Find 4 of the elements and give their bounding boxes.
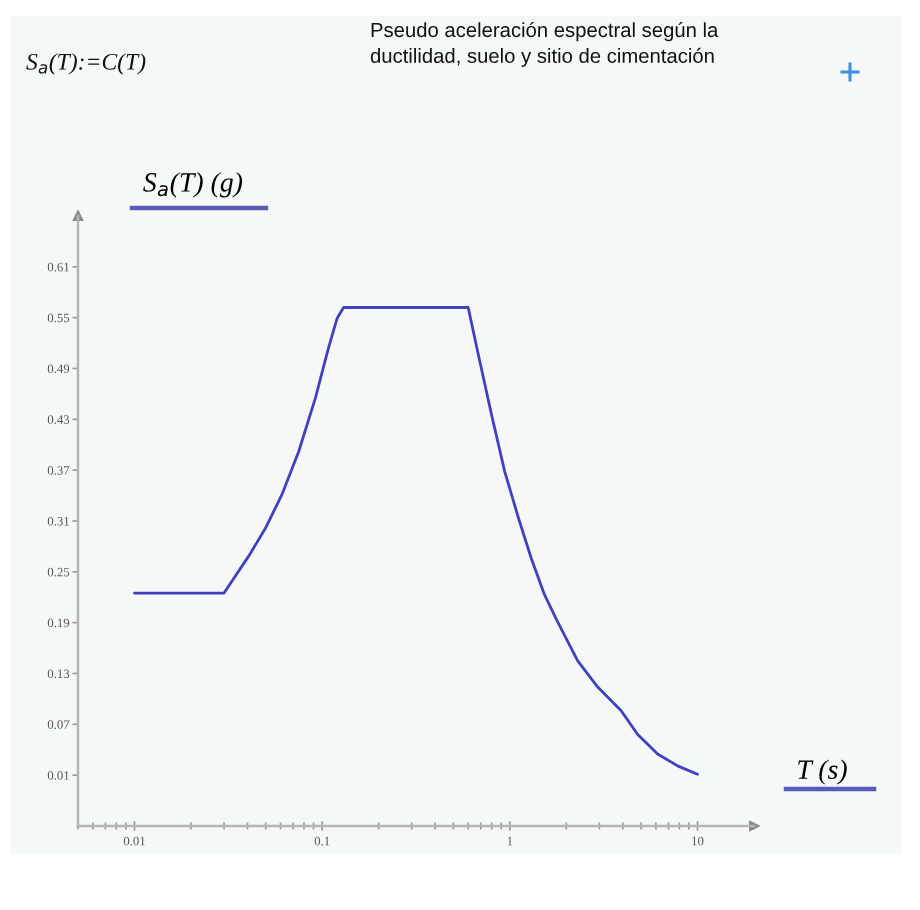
text: S$_{a}$(T):=C(T) bbox=[26, 53, 146, 75]
chart-title: Pseudo aceleración espectral según la ductilidad, suelo y sitio de cimentación bbox=[370, 22, 719, 67]
x-axis-title: T (s) bbox=[798, 759, 847, 785]
y-axis-title: S$_{a}$(T) (g) bbox=[143, 172, 243, 198]
